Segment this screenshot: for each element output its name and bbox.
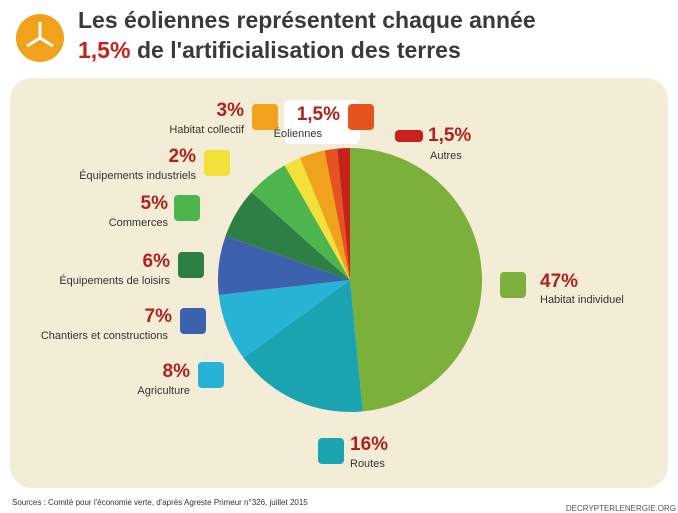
category-label: Habitat collectif	[169, 124, 245, 136]
pie-slice	[299, 150, 350, 280]
pie-slice	[218, 235, 350, 295]
value-label: 1,5%	[297, 104, 340, 125]
pie-slice	[251, 165, 350, 280]
category-label: Autres	[430, 150, 462, 162]
pie-slice	[218, 280, 350, 358]
value-label: 7%	[145, 306, 173, 327]
category-icon	[180, 308, 206, 334]
title-rest: de l'artificialisation des terres	[137, 37, 461, 63]
category-icon	[318, 438, 344, 464]
category-icon	[174, 195, 200, 221]
pie-slice	[337, 148, 350, 280]
value-label: 1,5%	[428, 125, 471, 146]
eolienne-box	[284, 100, 360, 144]
pie-slice	[225, 192, 350, 280]
category-icon	[198, 362, 224, 388]
category-icon	[395, 130, 423, 142]
value-label: 2%	[169, 146, 197, 167]
title-highlight: 1,5%	[78, 37, 130, 63]
value-label: 5%	[141, 193, 169, 214]
pie-slice	[350, 148, 483, 412]
category-icon	[178, 252, 204, 278]
chart-title: Les éoliennes représentent chaque année	[78, 7, 536, 33]
credit: DECRYPTERLENERGIE.ORG	[566, 504, 676, 513]
value-label: 47%	[540, 271, 578, 292]
category-label: Chantiers et constructions	[41, 330, 169, 342]
value-label: 8%	[163, 361, 191, 382]
category-icon	[204, 150, 230, 176]
category-label: Équipements industriels	[79, 169, 196, 182]
category-label: Agriculture	[137, 385, 190, 397]
category-icon	[500, 272, 526, 298]
source: Sources : Comité pour l'économie verte, …	[12, 498, 308, 507]
category-label: Éoliennes	[274, 127, 323, 140]
title-icon-turbine	[26, 22, 54, 48]
value-label: 3%	[217, 100, 245, 121]
category-label: Routes	[350, 458, 385, 470]
pie-slice	[243, 280, 363, 412]
pie-slice	[324, 148, 350, 280]
category-label: Commerces	[109, 217, 169, 229]
value-label: 16%	[350, 434, 388, 455]
value-label: 6%	[143, 251, 171, 272]
category-icon	[252, 104, 278, 130]
pie-slice	[284, 157, 350, 280]
category-icon	[348, 104, 374, 130]
category-label: Équipements de loisirs	[59, 274, 170, 287]
category-label: Habitat individuel	[540, 294, 624, 306]
